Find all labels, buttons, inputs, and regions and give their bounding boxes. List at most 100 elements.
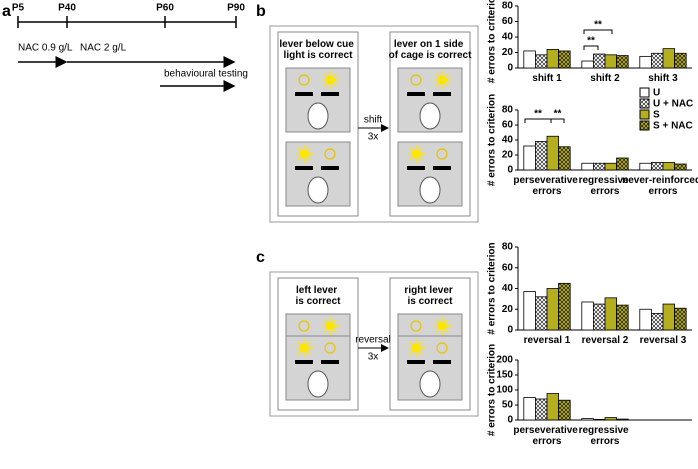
lever — [407, 166, 425, 170]
ray — [307, 147, 311, 151]
significance: ** — [534, 109, 542, 120]
ray — [409, 341, 413, 345]
y-tick-label: 100 — [496, 385, 513, 396]
ray — [435, 329, 439, 333]
cue-light-on — [411, 149, 421, 159]
y-tick-label: 40 — [502, 32, 514, 43]
x-tick-label: reversal 3 — [640, 335, 687, 346]
timeline-tick: P60 — [156, 3, 174, 14]
cue-light-on — [299, 343, 309, 353]
ray — [297, 147, 301, 151]
rat — [419, 102, 441, 130]
arrow-label: shift — [364, 115, 383, 126]
ray — [445, 83, 449, 87]
arrow-label: reversal — [355, 335, 391, 346]
bar-hatch — [535, 296, 547, 330]
y-tick-label: 0 — [507, 415, 513, 426]
cue-light — [298, 320, 310, 332]
bar-hatch — [616, 419, 629, 420]
bar-hatch — [674, 164, 687, 170]
bar — [662, 303, 676, 331]
legend-label: S — [653, 110, 660, 121]
ray — [297, 157, 301, 161]
ray — [419, 157, 423, 161]
lever — [433, 92, 451, 96]
lever — [295, 166, 313, 170]
ray — [333, 319, 337, 323]
bar-hatch — [651, 313, 663, 330]
task-label: lever below cue light is correct — [279, 39, 356, 61]
bar — [604, 417, 618, 421]
ray — [333, 83, 337, 87]
cue-light-on — [325, 75, 335, 85]
bar-hatch — [616, 158, 629, 170]
ray — [333, 73, 337, 77]
rat — [307, 370, 329, 398]
bar — [581, 60, 594, 69]
bar-hatch — [558, 283, 571, 330]
bar-hatch — [616, 305, 629, 330]
bar — [639, 162, 652, 171]
ray — [419, 351, 423, 355]
y-tick-label: 80 — [502, 242, 514, 253]
lever — [321, 166, 339, 170]
legend-swatch — [639, 87, 650, 98]
bar — [523, 397, 536, 421]
cue-light — [324, 342, 336, 354]
x-tick-label: shift 3 — [648, 73, 678, 84]
x-tick-label: regressive errors — [579, 175, 632, 197]
y-tick-label: 60 — [502, 262, 514, 273]
y-tick-label: 60 — [502, 120, 514, 131]
y-tick-label: 40 — [502, 135, 514, 146]
lever — [321, 360, 339, 364]
cue-light-on — [437, 321, 447, 331]
y-tick-label: 80 — [502, 105, 514, 116]
ray — [435, 319, 439, 323]
y-tick-label: 200 — [496, 355, 513, 366]
cue-light — [324, 148, 336, 160]
significance: ** — [554, 109, 562, 120]
bar-hatch — [558, 50, 571, 68]
ray — [307, 157, 311, 161]
bar-hatch — [593, 304, 605, 330]
task-label: lever on 1 side of cage is correct — [389, 39, 472, 61]
bar — [604, 297, 618, 331]
cue-light-on — [411, 343, 421, 353]
panel-label: c — [256, 249, 265, 266]
rat — [307, 176, 329, 204]
bar — [546, 135, 560, 171]
task-label: right lever is correct — [404, 285, 455, 307]
treatment: NAC 2 g/L — [80, 43, 127, 54]
cue-light-on — [325, 321, 335, 331]
ray — [323, 73, 327, 77]
y-tick-label: 0 — [507, 165, 513, 176]
diagram-frame — [269, 25, 479, 223]
legend-swatch-hatch — [640, 121, 649, 130]
cue-light — [436, 148, 448, 160]
y-axis-label: # errors to criterion — [487, 344, 498, 436]
bar — [662, 162, 676, 171]
cue-light — [410, 74, 422, 86]
ray — [323, 319, 327, 323]
bar-hatch — [651, 162, 663, 170]
ray — [409, 147, 413, 151]
ray — [445, 319, 449, 323]
ray — [297, 351, 301, 355]
timeline-tick: P40 — [58, 3, 76, 14]
y-tick-label: 20 — [502, 304, 514, 315]
bar-hatch — [651, 53, 663, 68]
bar — [581, 418, 594, 421]
cue-light — [436, 342, 448, 354]
significance: ** — [587, 36, 595, 47]
bar — [546, 288, 560, 331]
y-tick-label: 40 — [502, 283, 514, 294]
task-label: left lever is correct — [295, 285, 341, 307]
cue-light — [410, 320, 422, 332]
bar-hatch — [616, 55, 629, 68]
ray — [445, 329, 449, 333]
rat — [307, 102, 329, 130]
legend-label: S + NAC — [653, 121, 693, 132]
lever — [433, 166, 451, 170]
cue-light-on — [299, 149, 309, 159]
